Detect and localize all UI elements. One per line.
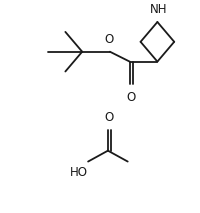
Text: O: O [104,33,114,46]
Text: O: O [126,91,135,104]
Text: HO: HO [70,166,88,178]
Text: NH: NH [150,3,167,16]
Text: O: O [104,111,114,124]
